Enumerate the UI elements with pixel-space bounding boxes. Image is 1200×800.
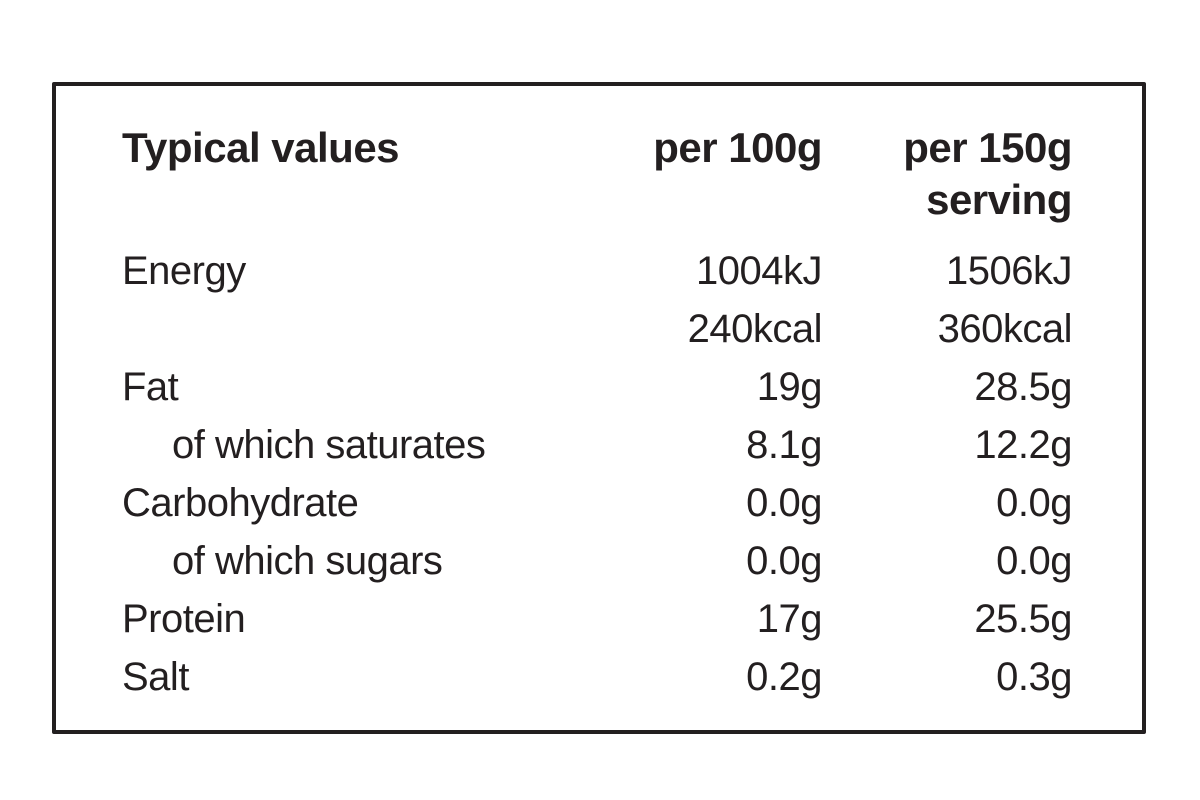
header-per-100g: per 100g	[653, 124, 822, 171]
row-value-per100g: 0.0g	[746, 539, 822, 583]
row-value-per150g: 0.0g	[996, 481, 1072, 525]
row-value-per150g: 28.5g	[974, 365, 1072, 409]
table-row-saturates: of which saturates 8.1g 12.2g	[122, 416, 1073, 474]
table-row-salt: Salt 0.2g 0.3g	[122, 648, 1073, 706]
row-value-per100g: 1004kJ	[696, 249, 822, 293]
row-label: of which saturates	[172, 423, 486, 467]
row-label: Fat	[122, 365, 179, 409]
row-label: Energy	[122, 249, 246, 293]
row-value-per150g: 0.0g	[996, 539, 1072, 583]
row-value-per100g: 240kcal	[687, 307, 823, 351]
row-value-per100g: 17g	[756, 597, 823, 641]
row-value-per100g: 0.0g	[746, 481, 822, 525]
header-per-150g-serving: per 150g serving	[903, 124, 1072, 223]
table-header-row: Typical values per 100g per 150g serving	[122, 122, 1073, 226]
table-row-sugars: of which sugars 0.0g 0.0g	[122, 532, 1073, 590]
row-label: Carbohydrate	[122, 481, 359, 525]
row-label: Salt	[122, 655, 189, 699]
header-typical-values: Typical values	[122, 124, 400, 171]
row-value-per150g: 1506kJ	[946, 249, 1072, 293]
nutrition-table: Typical values per 100g per 150g serving…	[52, 82, 1146, 734]
row-value-per150g: 25.5g	[974, 597, 1072, 641]
row-value-per100g: 19g	[756, 365, 823, 409]
row-value-per150g: 0.3g	[996, 655, 1072, 699]
table-row-fat: Fat 19g 28.5g	[122, 358, 1073, 416]
row-label: Protein	[122, 597, 246, 641]
row-value-per100g: 0.2g	[746, 655, 822, 699]
table-row-protein: Protein 17g 25.5g	[122, 590, 1073, 648]
table-row-energy-kcal: 240kcal 360kcal	[122, 300, 1073, 358]
row-value-per150g: 360kcal	[937, 307, 1073, 351]
row-label: of which sugars	[172, 539, 443, 583]
row-value-per100g: 8.1g	[746, 423, 822, 467]
row-value-per150g: 12.2g	[974, 423, 1072, 467]
table-row-energy: Energy 1004kJ 1506kJ	[122, 242, 1073, 300]
table-row-carbohydrate: Carbohydrate 0.0g 0.0g	[122, 474, 1073, 532]
